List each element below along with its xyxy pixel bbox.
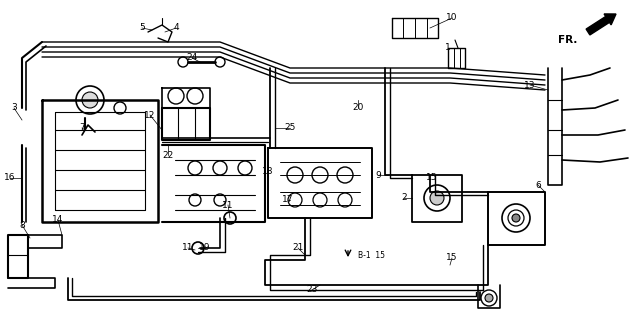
Text: 23: 23 — [307, 286, 317, 294]
Text: 10: 10 — [446, 14, 458, 23]
Text: 13: 13 — [524, 81, 536, 90]
Circle shape — [430, 191, 444, 205]
Text: 8: 8 — [19, 220, 25, 229]
Text: B-1  15: B-1 15 — [358, 250, 385, 259]
Text: 21: 21 — [292, 243, 304, 253]
Text: 15: 15 — [446, 254, 458, 263]
Text: 11: 11 — [182, 243, 194, 253]
Text: 20: 20 — [352, 104, 364, 113]
Text: 24: 24 — [186, 54, 198, 63]
Text: 18: 18 — [262, 167, 274, 176]
Text: 22: 22 — [163, 150, 173, 160]
Text: 4: 4 — [173, 24, 179, 33]
Text: 5: 5 — [139, 24, 145, 33]
Text: 2: 2 — [401, 193, 407, 202]
Text: 11: 11 — [222, 201, 234, 210]
Text: 3: 3 — [11, 104, 17, 113]
Text: 14: 14 — [52, 215, 64, 224]
Text: FR.: FR. — [558, 35, 578, 45]
Text: 7: 7 — [79, 123, 85, 132]
Text: 25: 25 — [284, 123, 296, 132]
Text: 9: 9 — [375, 170, 381, 179]
Text: 19: 19 — [199, 243, 211, 253]
Text: 16: 16 — [4, 174, 16, 183]
Text: 15: 15 — [426, 174, 438, 183]
Text: 12: 12 — [144, 110, 156, 119]
Circle shape — [485, 294, 493, 302]
Text: 6: 6 — [535, 180, 541, 189]
FancyArrow shape — [586, 14, 616, 35]
Circle shape — [82, 92, 98, 108]
Text: 17: 17 — [282, 196, 294, 205]
Text: 1: 1 — [445, 43, 451, 52]
Circle shape — [512, 214, 520, 222]
